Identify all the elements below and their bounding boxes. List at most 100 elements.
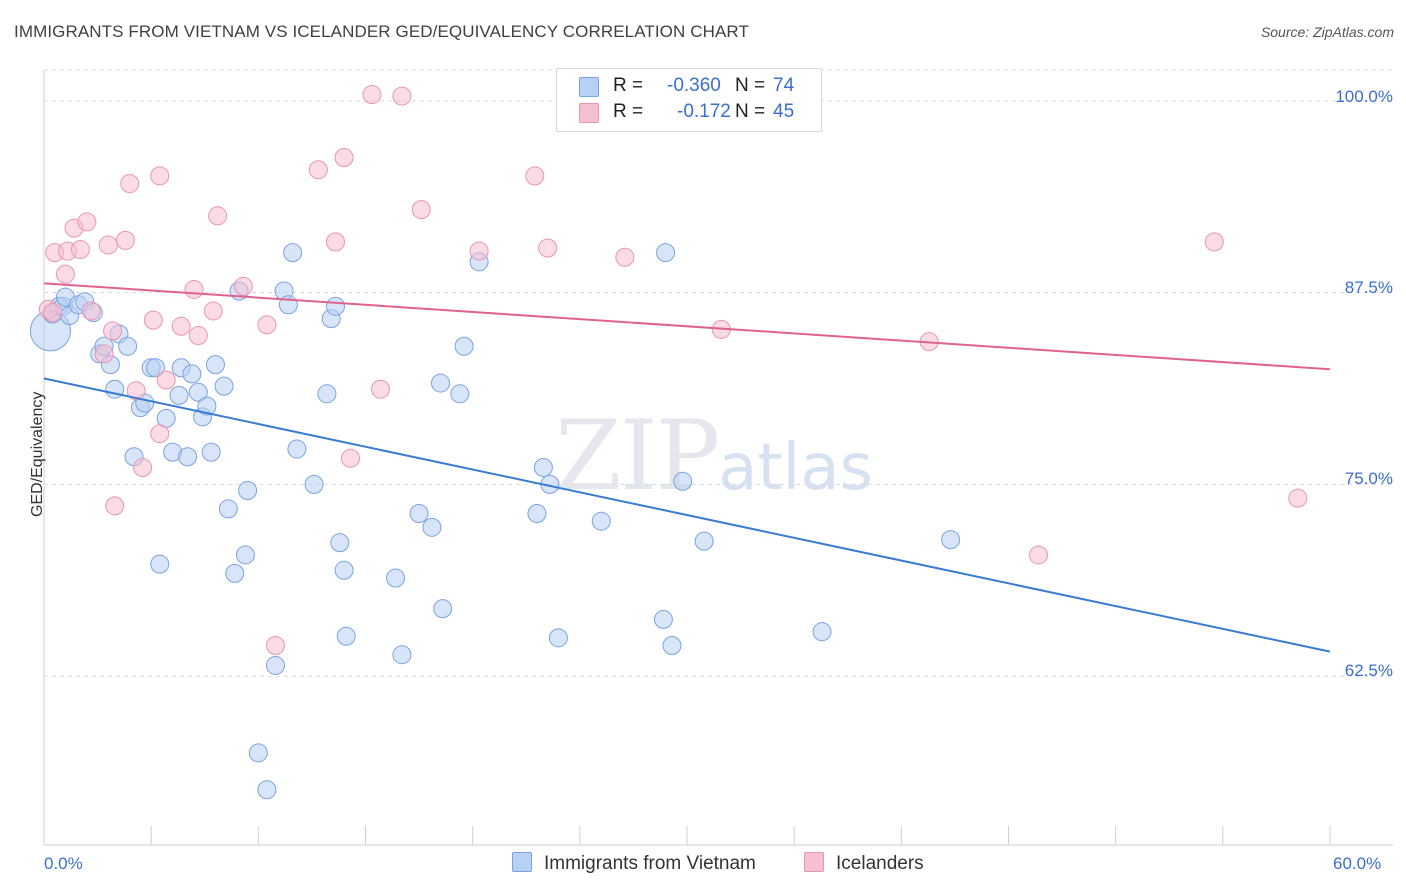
data-point (248, 743, 268, 763)
data-point (126, 381, 146, 401)
data-point (143, 310, 163, 330)
data-point (1029, 545, 1049, 565)
y-tick-label: 87.5% (1344, 278, 1393, 297)
data-point (304, 474, 324, 494)
data-point (334, 147, 354, 167)
data-point (411, 200, 431, 220)
legend-r-label: R = (613, 75, 644, 96)
data-point (150, 166, 170, 186)
legend-n-label: N = (735, 101, 766, 122)
data-point (169, 385, 189, 405)
data-point (454, 336, 474, 356)
data-point (208, 206, 228, 226)
data-point (615, 247, 635, 267)
data-point (812, 622, 832, 642)
data-point (431, 373, 451, 393)
data-point (145, 358, 165, 378)
data-point (55, 264, 75, 284)
data-point (656, 243, 676, 263)
data-point (662, 635, 682, 655)
data-point (653, 609, 673, 629)
data-point (197, 396, 217, 416)
data-point (308, 160, 328, 180)
data-point (150, 424, 170, 444)
chart-title: IMMIGRANTS FROM VIETNAM VS ICELANDER GED… (14, 22, 749, 41)
source-label: Source: ZipAtlas.com (1260, 24, 1394, 40)
trend-line (43, 282, 1331, 371)
watermark-atlas: atlas (718, 431, 873, 505)
data-point (205, 355, 225, 375)
legend-n-label: N = (735, 75, 766, 96)
data-point (287, 439, 307, 459)
trend-line (43, 377, 1331, 653)
bottom-legend-label: Immigrants from Vietnam (544, 853, 756, 874)
data-point (184, 279, 204, 299)
bottom-legend-vietnam: Immigrants from Vietnam (512, 852, 756, 876)
x-tick-label-max: 60.0% (1333, 854, 1382, 873)
data-point (325, 296, 345, 316)
y-axis-title: GED/Equivalency (29, 391, 46, 517)
data-point (392, 86, 412, 106)
data-point (218, 499, 238, 519)
data-point (105, 496, 125, 516)
data-point (386, 568, 406, 588)
data-point (409, 504, 429, 524)
data-point (98, 235, 118, 255)
data-point (94, 344, 114, 364)
data-point (235, 545, 255, 565)
bottom-legend-label: Icelanders (836, 853, 924, 874)
data-point (115, 230, 135, 250)
data-point (182, 364, 202, 384)
legend-swatch-blue (579, 77, 599, 97)
data-point (118, 336, 138, 356)
bottom-legend-swatch-blue (512, 852, 532, 872)
data-point (225, 563, 245, 583)
data-point (362, 85, 382, 105)
legend-swatch-pink (579, 103, 599, 123)
x-tick-label-min: 0.0% (44, 854, 83, 873)
data-point (340, 448, 360, 468)
data-point (330, 533, 350, 553)
data-point (325, 232, 345, 252)
y-tick-label: 62.5% (1344, 661, 1393, 680)
data-point (156, 370, 176, 390)
data-point (694, 531, 714, 551)
data-point (103, 321, 123, 341)
legend-n-value: 74 (773, 75, 795, 96)
data-point (525, 166, 545, 186)
data-point (238, 480, 258, 500)
data-point (43, 302, 63, 322)
data-point (171, 316, 191, 336)
bottom-legend-icelanders: Icelanders (804, 852, 924, 876)
data-point (265, 655, 285, 675)
data-point (336, 626, 356, 646)
data-point (214, 376, 234, 396)
data-point (188, 325, 208, 345)
data-point (77, 212, 97, 232)
legend-r-value: -0.172 (677, 101, 731, 122)
data-point (334, 560, 354, 580)
data-point (150, 554, 170, 574)
data-point (178, 447, 198, 467)
data-point (201, 442, 221, 462)
data-point (422, 517, 442, 537)
data-point (538, 238, 558, 258)
correlation-legend: R = -0.360 N = 74 R = -0.172 N = 45 (556, 68, 822, 132)
data-point (941, 530, 961, 550)
data-point (188, 382, 208, 402)
data-point (527, 504, 547, 524)
data-point (469, 241, 489, 261)
data-point (233, 276, 253, 296)
data-point (70, 240, 90, 260)
data-point (133, 457, 153, 477)
data-point (257, 780, 277, 800)
legend-r-label: R = (613, 101, 644, 122)
data-point (1204, 232, 1224, 252)
data-point (673, 471, 693, 491)
data-point (1288, 488, 1308, 508)
data-point (203, 301, 223, 321)
data-point (450, 384, 470, 404)
data-point (392, 645, 412, 665)
data-point (548, 628, 568, 648)
